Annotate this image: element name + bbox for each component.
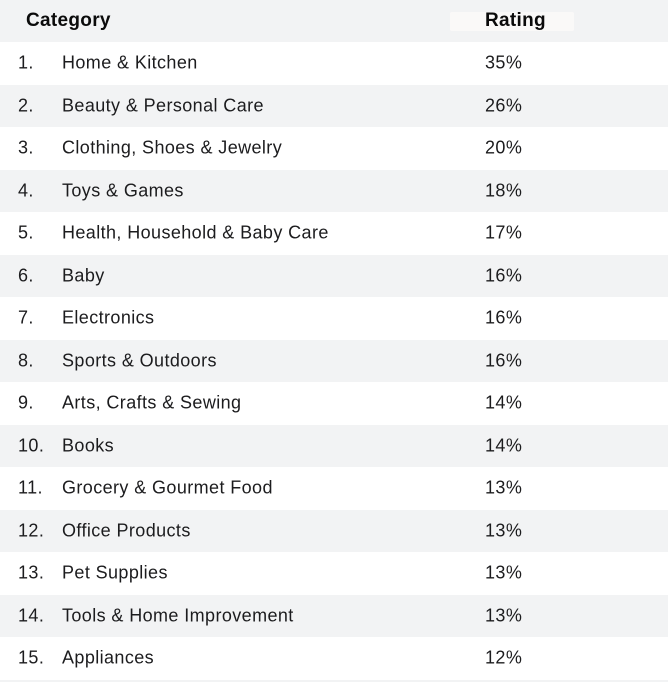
table-body: 1. Home & Kitchen 35% 2. Beauty & Person… — [0, 42, 668, 682]
row-rank: 12. — [18, 520, 45, 541]
table-row: 9. Arts, Crafts & Sewing 14% — [0, 382, 668, 425]
row-rank: 4. — [18, 180, 34, 201]
table-row: 13. Pet Supplies 13% — [0, 552, 668, 595]
row-rank: 6. — [18, 265, 34, 286]
row-rating-value: 13% — [485, 520, 523, 541]
rating-header-highlight — [450, 12, 574, 31]
row-rank: 8. — [18, 350, 34, 371]
row-category-label: Appliances — [62, 647, 155, 668]
row-rating-value: 16% — [485, 265, 523, 286]
row-category-label: Sports & Outdoors — [62, 350, 217, 371]
row-rank: 3. — [18, 137, 34, 158]
row-rank: 11. — [18, 477, 43, 498]
row-rating-value: 13% — [485, 477, 523, 498]
next-row-clipped-stripe — [0, 679, 668, 682]
table-row: 7. Electronics 16% — [0, 297, 668, 340]
row-category-label: Books — [62, 435, 115, 456]
row-rank: 14. — [18, 605, 45, 626]
row-category-label: Tools & Home Improvement — [62, 605, 294, 626]
row-rating-value: 14% — [485, 435, 523, 456]
table-row: 10. Books 14% — [0, 424, 668, 467]
row-rating-value: 20% — [485, 137, 523, 158]
row-category-label: Health, Household & Baby Care — [62, 222, 329, 243]
column-header-rating: Rating — [485, 10, 546, 31]
row-rating-value: 16% — [485, 350, 523, 371]
row-category-label: Grocery & Gourmet Food — [62, 477, 273, 498]
row-rank: 5. — [18, 222, 34, 243]
row-category-label: Pet Supplies — [62, 562, 168, 583]
column-header-category: Category — [26, 10, 111, 31]
row-rating-value: 12% — [485, 647, 523, 668]
row-rank: 10. — [18, 435, 45, 456]
table-row: 1. Home & Kitchen 35% — [0, 42, 668, 85]
row-category-label: Arts, Crafts & Sewing — [62, 392, 242, 413]
row-category-label: Toys & Games — [62, 180, 184, 201]
row-rating-value: 13% — [485, 562, 523, 583]
row-rating-value: 17% — [485, 222, 523, 243]
row-rating-value: 16% — [485, 307, 523, 328]
row-rating-value: 26% — [485, 95, 523, 116]
row-category-label: Home & Kitchen — [62, 52, 198, 73]
row-rating-value: 35% — [485, 52, 523, 73]
table-header-row: Category Rating — [0, 0, 668, 42]
row-rating-value: 18% — [485, 180, 523, 201]
row-category-label: Clothing, Shoes & Jewelry — [62, 137, 283, 158]
row-category-label: Office Products — [62, 520, 191, 541]
row-rating-value: 14% — [485, 392, 523, 413]
table-row: 6. Baby 16% — [0, 254, 668, 297]
row-category-label: Baby — [62, 265, 105, 286]
table-row: 4. Toys & Games 18% — [0, 169, 668, 212]
row-rank: 13. — [18, 562, 45, 583]
row-rank: 1. — [18, 52, 34, 73]
table-row: 8. Sports & Outdoors 16% — [0, 339, 668, 382]
row-category-label: Beauty & Personal Care — [62, 95, 264, 116]
row-rank: 7. — [18, 307, 34, 328]
row-rank: 9. — [18, 392, 34, 413]
row-rank: 15. — [18, 647, 45, 668]
row-rating-value: 13% — [485, 605, 523, 626]
table-row: 14. Tools & Home Improvement 13% — [0, 594, 668, 637]
table-row: 2. Beauty & Personal Care 26% — [0, 84, 668, 127]
table-row: 12. Office Products 13% — [0, 509, 668, 552]
table-row: 5. Health, Household & Baby Care 17% — [0, 212, 668, 255]
table-row: 15. Appliances 12% — [0, 637, 668, 680]
table-row: 3. Clothing, Shoes & Jewelry 20% — [0, 127, 668, 170]
row-rank: 2. — [18, 95, 34, 116]
row-category-label: Electronics — [62, 307, 155, 328]
table-row: 11. Grocery & Gourmet Food 13% — [0, 467, 668, 510]
